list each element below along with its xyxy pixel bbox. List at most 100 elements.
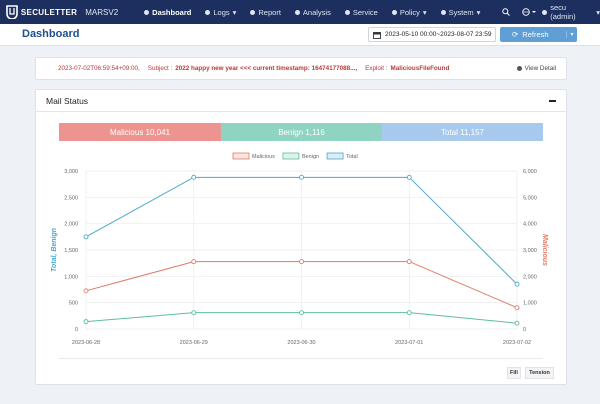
x-tick-label: 2023-06-29 (180, 340, 208, 346)
calendar-icon (373, 31, 381, 39)
data-point (299, 259, 304, 265)
legend-label: Malicious (252, 154, 275, 160)
nav-label: Report (258, 7, 281, 17)
legend-label: Total (346, 154, 358, 160)
y-tick-label: 1,000 (64, 274, 78, 280)
nav-label: Service (352, 7, 378, 17)
y-tick-label: 0 (75, 327, 78, 333)
y2-tick-label: 1,000 (523, 301, 537, 307)
stat-value: 10,041 (145, 127, 171, 137)
date-range-text: 2023-05-10 00:00~2023-08-07 23:59 (385, 31, 492, 38)
line-chart: 0 500 1,000 1,500 2,000 2,500 3,000 0 1,000 2,000… (51, 152, 548, 346)
data-point (406, 174, 412, 180)
nav-item[interactable]: System ▾ (440, 7, 480, 17)
stat-label: Malicious (109, 127, 144, 137)
nav-item[interactable]: Dashboard (144, 8, 191, 17)
y2-tick-label: 2,000 (523, 274, 537, 280)
nav-label: Policy (399, 7, 420, 17)
legend-swatch (326, 152, 344, 160)
search-icon[interactable] (502, 8, 511, 16)
stat-malicious: Malicious 10,041 (59, 123, 221, 141)
data-point (406, 310, 412, 316)
brand[interactable]: SECULETTER (20, 7, 78, 17)
nav-item[interactable]: Policy ▾ (391, 7, 427, 17)
user-menu[interactable]: secu (admin) ▾ (542, 3, 600, 21)
fill-button[interactable]: Fill (507, 367, 521, 379)
nav-item[interactable]: Report (250, 8, 281, 17)
data-point (406, 259, 412, 265)
alert-label: Subject : (147, 65, 173, 72)
nav-label: Analysis (302, 7, 331, 17)
alert-time: 2023-07-02T06:59:54+09:00, (58, 65, 140, 72)
navbar: SECULETTER MARSV2 Dashboard Logs ▾ Report… (0, 0, 600, 24)
panel-title: Mail Status (46, 95, 89, 106)
product: MARSV2 (85, 7, 119, 17)
y-tick-label: 2,000 (64, 222, 78, 228)
data-point (299, 174, 304, 180)
nav-label: Logs (213, 7, 230, 17)
stat-total: Total 11,157 (382, 123, 543, 141)
alert-label: Exploit : (365, 65, 388, 72)
x-tick-label: 2023-06-30 (287, 340, 315, 346)
logo-icon (6, 5, 18, 19)
data-point (514, 305, 520, 311)
y2-tick-label: 3,000 (523, 248, 537, 254)
data-point (83, 234, 89, 240)
y-tick-label: 3,000 (64, 169, 78, 175)
x-tick-label: 2023-06-28 (72, 340, 100, 346)
y2-tick-label: 6,000 (523, 169, 537, 175)
alert-bar: 2023-07-02T06:59:54+09:00, Subject : 202… (35, 57, 567, 80)
view-detail-label: View Detail (524, 65, 556, 72)
stat-value: 11,157 (460, 127, 484, 137)
y2-axis-label: Malicious (541, 234, 548, 266)
refresh-label: Refresh (522, 30, 549, 39)
y-tick-label: 1,500 (64, 248, 78, 254)
alert-exploit: MaliciousFileFound (390, 65, 450, 72)
data-point (514, 320, 520, 326)
stat-benign: Benign 1,116 (221, 123, 382, 141)
data-point (191, 174, 197, 180)
y-tick-label: 500 (69, 301, 78, 307)
y2-tick-label: 4,000 (523, 222, 537, 228)
data-point (514, 281, 520, 287)
nav-label: System (448, 7, 474, 17)
x-tick-label: 2023-07-02 (503, 340, 531, 346)
stats-bar: Malicious 10,041 Benign 1,116 Total 11,1… (59, 123, 543, 141)
x-tick-label: 2023-07-01 (395, 340, 423, 346)
panel-header: Mail Status (36, 90, 566, 112)
nav-label: Dashboard (152, 7, 192, 17)
data-point (83, 319, 89, 325)
collapse-button[interactable] (549, 99, 556, 102)
y-tick-label: 2,500 (64, 195, 78, 201)
user-name: secu (admin) (550, 3, 576, 21)
data-point (191, 259, 197, 265)
legend-swatch (282, 152, 300, 160)
data-point (83, 288, 89, 294)
page-title: Dashboard (22, 28, 80, 40)
data-point (191, 310, 197, 316)
stat-label: Benign (278, 127, 304, 137)
legend-label: Benign (302, 154, 319, 160)
button-label: Tension (529, 370, 550, 376)
divider (59, 358, 543, 359)
tension-button[interactable]: Tension (525, 367, 554, 379)
alert-subject: 2022 happy new year <<< current timestam… (175, 65, 358, 72)
date-range[interactable]: 2023-05-10 00:00~2023-08-07 23:59 (368, 27, 496, 42)
y-axis-label: Total, Benign (51, 228, 58, 272)
page-header: Dashboard 2023-05-10 00:00~2023-08-07 23… (0, 24, 600, 46)
nav-item[interactable]: Service (344, 7, 378, 17)
stat-value: 1,116 (305, 127, 325, 137)
language-icon[interactable] (522, 8, 537, 16)
refresh-button[interactable]: ⟳ Refresh ▾ (500, 27, 577, 42)
view-detail[interactable]: View Detail (516, 65, 556, 72)
y2-tick-label: 0 (523, 327, 526, 333)
nav-item[interactable]: Analysis (294, 7, 331, 17)
data-point (299, 310, 304, 316)
stat-label: Total (440, 127, 458, 137)
legend-swatch (232, 152, 250, 160)
nav-item[interactable]: Logs ▾ (205, 8, 236, 17)
mail-status-panel: Mail Status Malicious 10,041 Benign 1,11… (35, 89, 567, 385)
button-label: Fill (510, 370, 518, 376)
y2-tick-label: 5,000 (523, 195, 537, 201)
